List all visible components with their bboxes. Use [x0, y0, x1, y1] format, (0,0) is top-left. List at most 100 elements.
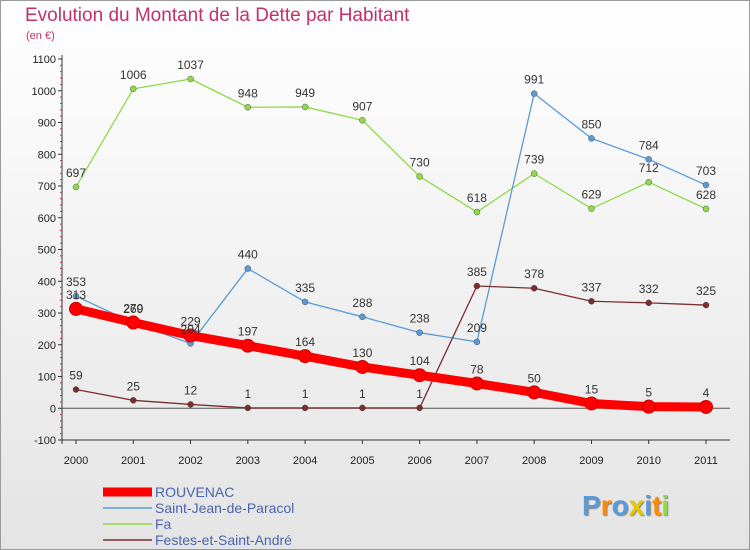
data-label: 78 — [470, 362, 484, 376]
series-line — [71, 304, 711, 412]
data-point — [72, 183, 80, 191]
chart-title: Evolution du Montant de la Dette par Hab… — [25, 5, 410, 26]
data-label: 50 — [528, 371, 542, 385]
y-tick-label: 800 — [38, 149, 56, 161]
data-label: 712 — [639, 161, 659, 175]
data-point — [355, 359, 370, 374]
y-tick-label: 500 — [38, 245, 56, 257]
data-point — [359, 117, 366, 124]
data-label: 1006 — [120, 68, 147, 82]
data-point — [412, 368, 427, 383]
data-point — [473, 282, 481, 290]
data-label: 739 — [524, 153, 544, 167]
data-label: 337 — [581, 280, 601, 294]
y-tick-label: 300 — [38, 308, 56, 320]
data-point — [527, 385, 542, 400]
y-tick-label: 400 — [38, 276, 56, 288]
data-point — [244, 265, 252, 272]
y-tick-label: 200 — [38, 340, 56, 352]
data-point — [530, 285, 538, 292]
x-tick-label: 2006 — [407, 455, 431, 467]
data-label: 238 — [410, 312, 430, 326]
logo-letter: P — [582, 490, 601, 521]
series-line — [75, 92, 707, 345]
x-tick-label: 2002 — [178, 455, 202, 467]
data-label: 628 — [696, 188, 716, 202]
logo-letter: t — [652, 490, 662, 521]
x-tick-label: 2008 — [522, 455, 546, 467]
data-label: 948 — [238, 86, 258, 100]
series-line — [75, 285, 707, 409]
data-point — [702, 181, 710, 189]
data-label: 1 — [302, 387, 309, 401]
y-tick-label: 600 — [38, 213, 56, 225]
data-label: 209 — [467, 321, 487, 335]
data-point — [69, 301, 83, 316]
series-layer — [69, 75, 713, 414]
data-point — [699, 399, 713, 414]
data-label: 104 — [410, 354, 430, 368]
data-point — [473, 338, 481, 346]
data-point — [244, 104, 252, 111]
data-label: 907 — [352, 99, 372, 113]
y-tick-label: 100 — [38, 372, 56, 384]
data-point — [588, 298, 595, 305]
data-point — [473, 208, 481, 216]
data-point — [416, 329, 423, 336]
data-point — [645, 156, 652, 163]
logo-letter: i — [644, 490, 653, 521]
data-point — [530, 170, 538, 177]
data-point — [702, 205, 710, 213]
data-label: 378 — [524, 267, 544, 281]
data-label: 5 — [645, 386, 652, 400]
data-point — [187, 75, 194, 83]
data-point — [301, 298, 309, 306]
data-label: 15 — [585, 382, 599, 396]
data-point — [702, 301, 710, 309]
data-label: 269 — [123, 302, 143, 316]
data-label: 353 — [66, 275, 86, 289]
data-label: 164 — [295, 335, 315, 349]
x-tick-label: 2010 — [636, 455, 660, 467]
data-label: 4 — [703, 386, 710, 400]
data-label: 332 — [639, 282, 659, 296]
x-tick-label: 2003 — [236, 455, 260, 467]
data-point — [183, 328, 198, 343]
y-tick-label: 1100 — [32, 54, 56, 66]
x-tick-label: 2004 — [293, 455, 317, 467]
legend-label: ROUVENAC — [155, 484, 234, 500]
data-label: 1037 — [177, 58, 204, 72]
x-tick-label: 2001 — [121, 455, 145, 467]
data-label: 629 — [581, 188, 601, 202]
data-label: 313 — [66, 288, 86, 302]
data-point — [244, 404, 252, 412]
data-point — [530, 90, 538, 97]
data-label: 784 — [639, 138, 659, 152]
logo-letter: i — [661, 490, 670, 521]
proxiti-logo: Proxiti — [582, 490, 669, 522]
data-label: 229 — [181, 315, 201, 329]
data-point — [130, 85, 137, 93]
logo-letter: r — [600, 490, 612, 521]
data-label: 1 — [416, 387, 423, 401]
data-point — [72, 292, 80, 300]
data-label: 1 — [359, 387, 366, 401]
logo-letter: o — [611, 490, 629, 521]
y-tick-label: 0 — [50, 403, 56, 415]
y-tick-label: -100 — [34, 435, 56, 447]
data-label: 335 — [295, 281, 315, 295]
data-point — [240, 338, 255, 353]
data-point — [416, 404, 423, 412]
data-label: 991 — [524, 73, 544, 87]
data-label: 288 — [352, 296, 372, 310]
data-label: 59 — [69, 369, 83, 383]
y-tick-label: 700 — [38, 181, 56, 193]
x-tick-label: 2000 — [64, 455, 88, 467]
data-point — [588, 205, 595, 212]
x-tick-label: 2011 — [694, 455, 718, 467]
data-label: 25 — [127, 379, 141, 393]
data-point — [301, 404, 309, 412]
data-labels: 697 1006 1037 948 949 907 730 618 739 629 712 628 35… — [66, 58, 716, 401]
data-label: 270 — [123, 302, 143, 316]
